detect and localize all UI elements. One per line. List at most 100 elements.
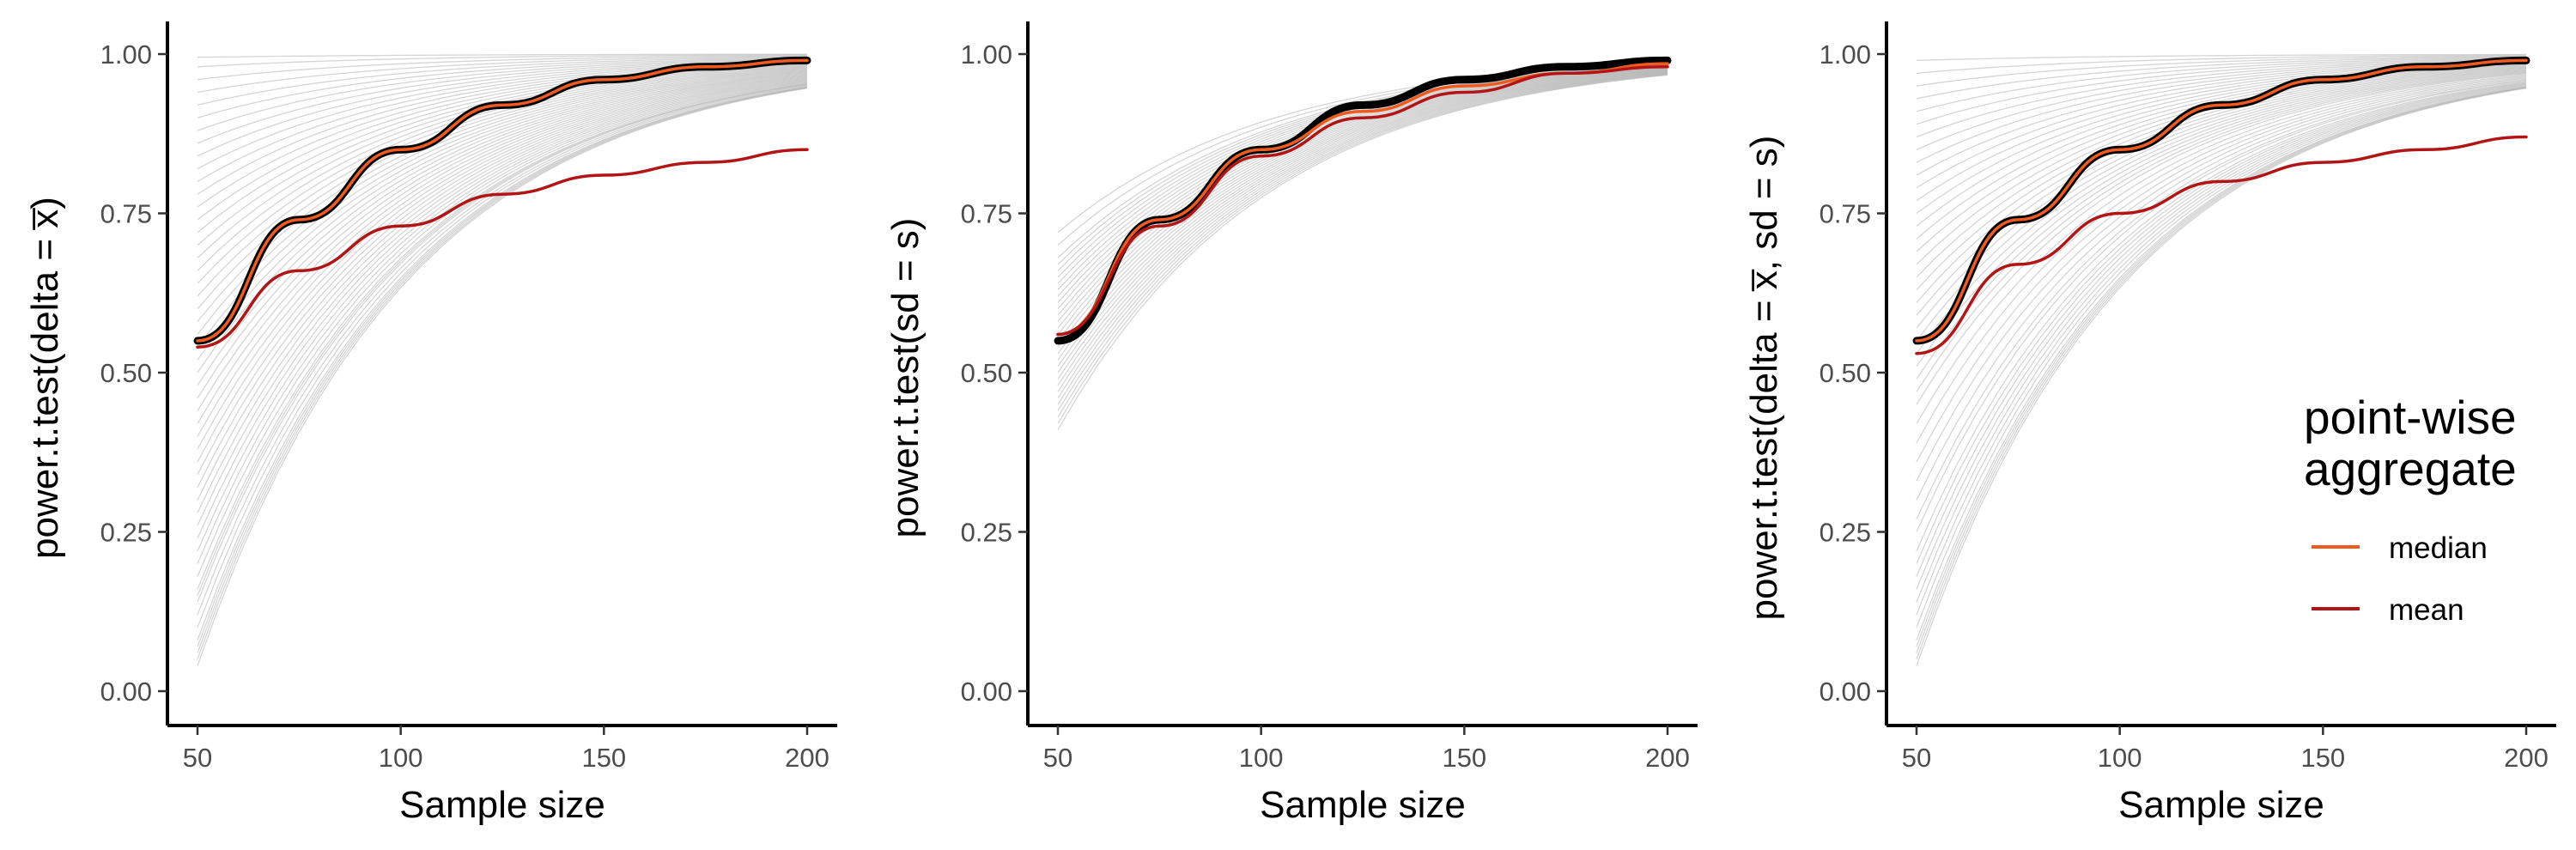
background-curve — [1916, 76, 2527, 463]
series-median — [196, 58, 809, 343]
y-tick-label: 0.25 — [1820, 518, 1871, 548]
x-tick-label: 150 — [2300, 743, 2345, 773]
background-curve — [197, 55, 808, 94]
background-curve — [1057, 72, 1668, 392]
background-curve — [197, 71, 808, 373]
background-curve — [1916, 58, 2527, 150]
background-curve — [197, 83, 808, 596]
background-curve — [1057, 69, 1668, 342]
y-tick-label: 1.00 — [100, 39, 152, 70]
background-curve — [197, 80, 808, 539]
background-curve — [197, 67, 808, 310]
background-curve — [197, 75, 808, 450]
background-curve — [197, 82, 808, 577]
background-curve — [1057, 64, 1668, 265]
background-curve — [1916, 86, 2527, 641]
panel-2: 0.00 0.25 0.50 0.75 1.00 50 100 150 200 Sample si… — [884, 21, 1698, 826]
background-curve — [1916, 55, 2527, 87]
background-curve — [197, 76, 808, 476]
y-tick-label: 1.00 — [1820, 39, 1871, 70]
background-curve — [197, 73, 808, 411]
background-curve — [1916, 64, 2527, 240]
background-curve — [197, 85, 808, 628]
background-curve — [1057, 74, 1668, 431]
background-curve — [1916, 57, 2527, 112]
background-curve — [1057, 71, 1668, 373]
y-tick-label: 0.00 — [1820, 677, 1871, 707]
x-tick-label: 50 — [1043, 743, 1072, 773]
background-curve — [197, 82, 808, 564]
background-curve — [1916, 78, 2527, 501]
background-curve — [197, 88, 808, 666]
background-curve — [197, 53, 807, 58]
x-tick-label: 50 — [183, 743, 212, 773]
background-curves — [197, 53, 808, 666]
background-curve — [197, 79, 808, 526]
background-curve — [1916, 70, 2527, 355]
x-axis-title: Sample size — [1260, 784, 1466, 826]
background-curve — [197, 74, 808, 424]
background-curve — [197, 71, 808, 386]
background-curve — [1057, 64, 1668, 246]
background-curve — [1916, 70, 2527, 367]
x-tick-label: 100 — [379, 743, 423, 773]
background-curve — [197, 70, 808, 361]
legend-background — [2284, 378, 2542, 653]
background-curve — [1916, 54, 2527, 74]
x-axis-title: Sample size — [2118, 784, 2324, 826]
y-tick-label: 0.75 — [100, 199, 152, 229]
background-curve — [1916, 57, 2527, 125]
y-axis-title: power.t.test(delta = x̅, sd = s) — [1743, 136, 1785, 621]
background-curve — [197, 87, 808, 653]
background-curve — [1916, 88, 2527, 666]
series-mean — [1056, 65, 1669, 337]
background-curve — [1916, 72, 2527, 392]
y-axis-title: power.t.test(sd = s) — [884, 218, 927, 538]
background-curve — [197, 87, 808, 660]
legend: point-wise aggregate median mean — [2284, 378, 2542, 653]
background-curve — [197, 67, 808, 297]
background-curve — [1057, 65, 1668, 278]
panel-3: 0.00 0.25 0.50 0.75 1.00 50 100 150 200 Sample si… — [1743, 21, 2556, 826]
background-curve — [197, 78, 808, 501]
background-curve — [1916, 82, 2527, 577]
background-curve — [197, 83, 808, 603]
background-curve — [197, 58, 808, 131]
background-curve — [197, 72, 808, 399]
background-curve — [197, 57, 808, 118]
series-mean — [196, 148, 809, 349]
legend-title-line2: aggregate — [2304, 442, 2517, 495]
background-curve — [1916, 82, 2527, 564]
x-tick-label: 150 — [1442, 743, 1486, 773]
background-curve — [1057, 67, 1668, 310]
background-curve — [1057, 71, 1668, 379]
background-curve — [1916, 75, 2527, 443]
background-curve — [1057, 73, 1668, 418]
background-curve — [1916, 80, 2527, 532]
background-curve — [1057, 72, 1668, 399]
y-tick-label: 0.25 — [961, 518, 1012, 548]
y-tick-label: 0.75 — [961, 199, 1012, 229]
background-curve — [197, 54, 808, 68]
y-axis-title: power.t.test(delta = x̅) — [24, 197, 66, 559]
background-curve — [1916, 79, 2527, 519]
background-curve — [1916, 87, 2527, 653]
legend-label-mean: mean — [2389, 593, 2464, 627]
x-tick-label: 200 — [1645, 743, 1690, 773]
y-tick-label: 0.00 — [100, 677, 152, 707]
panels: 0.00 0.25 0.50 0.75 1.00 50 100 150 200 Sample si… — [24, 21, 2556, 826]
background-curve — [1916, 87, 2527, 660]
background-curve — [1916, 71, 2527, 379]
background-curve — [1916, 53, 2527, 62]
legend-title-line1: point-wise — [2304, 391, 2517, 444]
y-tick-label: 0.00 — [961, 677, 1012, 707]
background-curve — [1057, 66, 1668, 290]
background-curve — [1916, 83, 2527, 603]
y-tick-label: 0.50 — [1820, 358, 1871, 388]
background-curve — [197, 79, 808, 513]
background-curve — [1916, 63, 2527, 227]
background-curve — [1916, 68, 2527, 316]
background-curve — [1916, 58, 2527, 138]
background-curve — [197, 77, 808, 488]
series-mean — [1915, 135, 2528, 355]
